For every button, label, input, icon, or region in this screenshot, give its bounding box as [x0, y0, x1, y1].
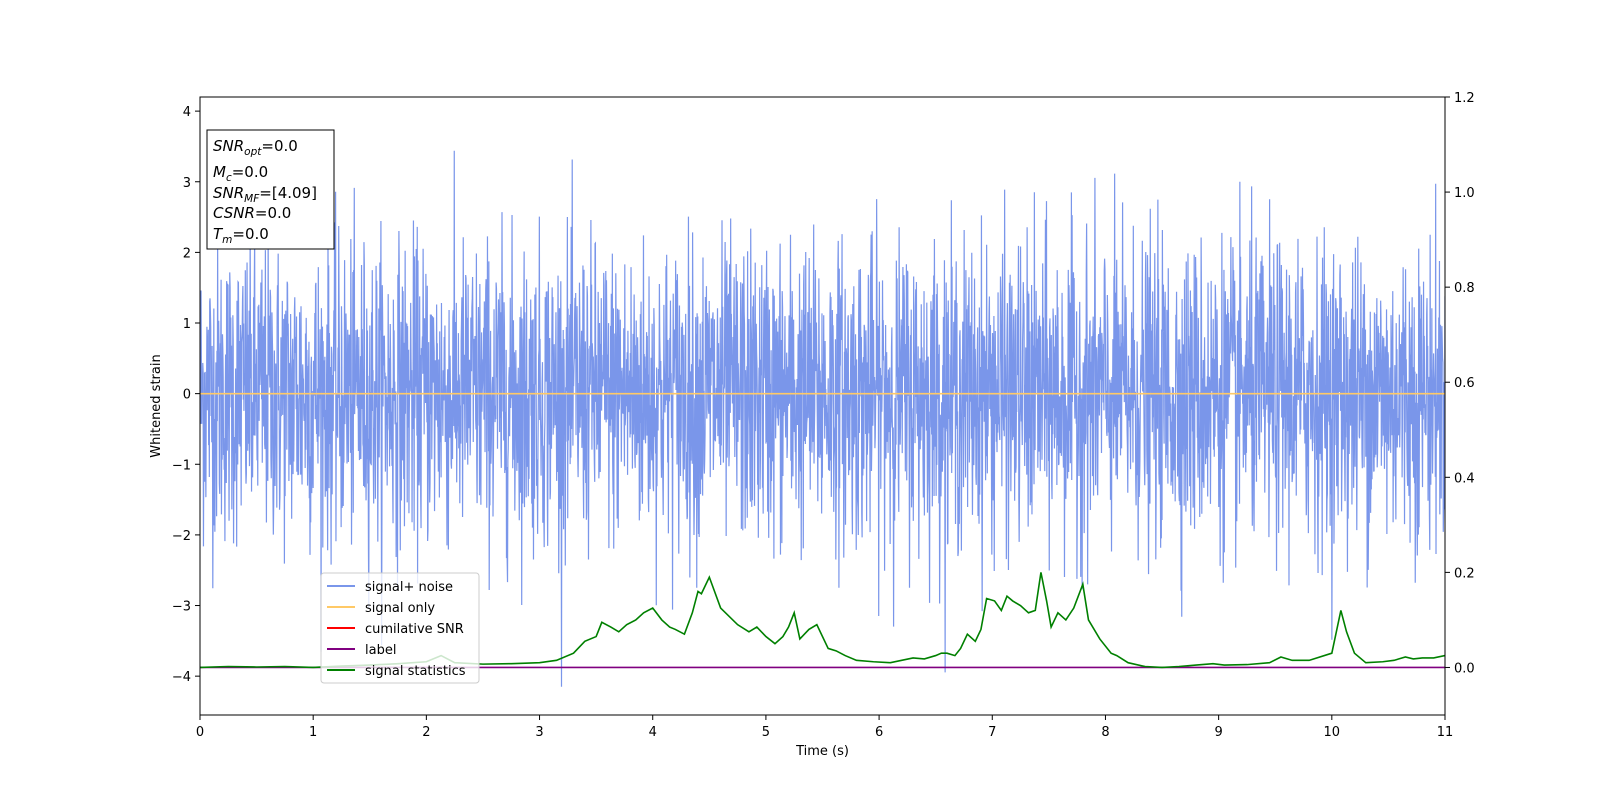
- series-signal-noise: [200, 150, 1445, 687]
- y-left-tick-label: −4: [172, 670, 191, 685]
- info-line: SNRopt=0.0: [213, 137, 298, 158]
- legend: signal+ noise signal only cumilative SNR la…: [320, 572, 480, 684]
- x-tick-label: 7: [988, 725, 996, 740]
- x-axis: 0 1 2 3 4 5 6 7 8 9 10 11: [196, 715, 1453, 740]
- x-tick-label: 5: [762, 725, 770, 740]
- y-left-tick-label: −1: [172, 458, 191, 473]
- y-right-tick-label: 0.8: [1454, 281, 1475, 296]
- y-right-tick-label: 0.4: [1454, 471, 1475, 486]
- y-axis-right: 1.2 1.0 0.8 0.6 0.4 0.2 0.0: [1445, 91, 1475, 676]
- info-line: CSNR=0.0: [213, 204, 291, 222]
- x-tick-label: 10: [1324, 725, 1341, 740]
- x-tick-label: 4: [649, 725, 657, 740]
- y-left-tick-label: 2: [183, 246, 191, 261]
- x-tick-label: 0: [196, 725, 204, 740]
- x-axis-label: Time (s): [795, 744, 849, 759]
- y-left-tick-label: −2: [172, 529, 191, 544]
- y-right-tick-label: 1.2: [1454, 91, 1475, 106]
- x-tick-label: 11: [1437, 725, 1454, 740]
- y-right-tick-label: 1.0: [1454, 186, 1475, 201]
- x-tick-label: 9: [1214, 725, 1222, 740]
- y-axis-left: 4 3 2 1 0 −1 −2 −3 −4: [172, 105, 200, 685]
- x-tick-label: 2: [422, 725, 430, 740]
- legend-label: cumilative SNR: [365, 622, 464, 637]
- series-signal-statistics: [200, 572, 1445, 669]
- x-tick-label: 6: [875, 725, 883, 740]
- legend-label: signal statistics: [365, 664, 466, 679]
- y-left-tick-label: 1: [183, 317, 191, 332]
- y-left-tick-label: 3: [183, 176, 191, 191]
- info-box-frame: [206, 129, 335, 250]
- y-right-tick-label: 0.6: [1454, 376, 1475, 391]
- y-axis-label: Whitened strain: [149, 354, 164, 457]
- info-line: SNRMF=[4.09]: [213, 184, 317, 205]
- y-left-tick-label: −3: [172, 600, 191, 615]
- x-tick-label: 1: [309, 725, 317, 740]
- y-right-tick-label: 0.0: [1454, 661, 1475, 676]
- y-left-tick-label: 0: [183, 388, 191, 403]
- legend-frame: [320, 572, 480, 684]
- y-left-tick-label: 4: [183, 105, 191, 120]
- info-line: Tm=0.0: [213, 225, 269, 246]
- y-right-tick-label: 0.2: [1454, 566, 1475, 581]
- info-line: Mc=0.0: [213, 163, 268, 184]
- legend-label: label: [365, 643, 396, 658]
- x-tick-label: 3: [535, 725, 543, 740]
- x-tick-label: 8: [1101, 725, 1109, 740]
- legend-label: signal only: [365, 601, 435, 616]
- plot-frame: [199, 96, 1446, 716]
- legend-label: signal+ noise: [365, 580, 453, 595]
